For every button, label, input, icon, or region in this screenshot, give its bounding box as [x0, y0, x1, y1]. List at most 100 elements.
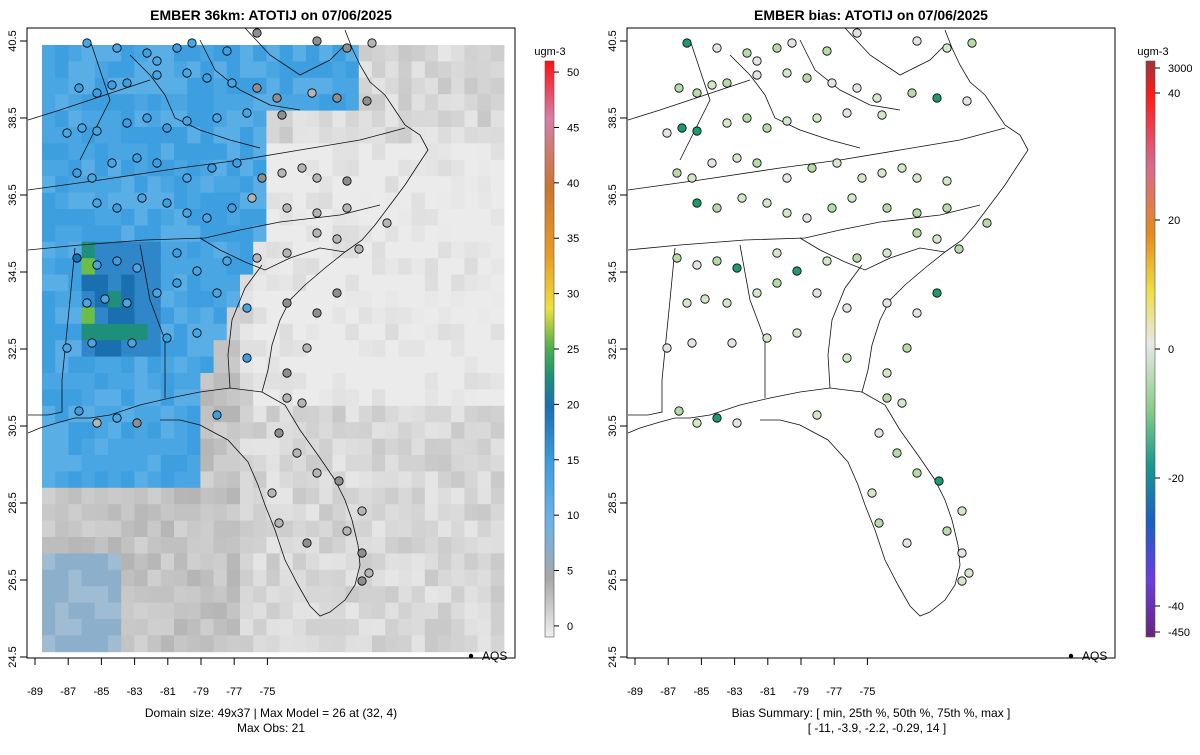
model-grid-cell — [358, 635, 373, 653]
model-grid-cell — [226, 471, 241, 489]
model-grid-cell — [94, 45, 109, 62]
model-grid-cell — [68, 438, 82, 456]
model-grid-cell — [292, 176, 307, 193]
model-grid-cell — [68, 274, 82, 292]
model-grid-cell — [411, 504, 426, 521]
model-grid-cell — [226, 356, 241, 374]
model-grid-cell — [292, 192, 307, 210]
model-grid-cell — [358, 192, 373, 210]
left-y-tick-label: 36.5 — [7, 184, 19, 205]
model-grid-cell — [398, 422, 412, 439]
model-grid-cell — [451, 61, 465, 79]
model-grid-cell — [438, 373, 452, 390]
model-grid-cell — [477, 586, 492, 603]
model-grid-cell — [108, 602, 122, 620]
obs-site-point — [307, 88, 317, 98]
left-colorbar-tick-label: 30 — [567, 289, 579, 301]
bias-site-point — [712, 203, 722, 213]
model-grid-cell — [266, 61, 280, 79]
model-grid-cell — [372, 537, 386, 554]
model-grid-cell — [134, 225, 148, 243]
model-grid-cell — [358, 291, 373, 308]
obs-site-point — [132, 418, 142, 428]
model-grid-cell — [306, 569, 320, 587]
model-grid-cell — [345, 356, 360, 374]
model-grid-cell — [411, 225, 426, 243]
model-grid-cell — [81, 569, 96, 587]
bias-site-point — [822, 46, 832, 56]
obs-site-point — [334, 476, 344, 486]
model-grid-cell — [94, 569, 109, 587]
model-grid-cell — [121, 356, 135, 374]
model-grid-cell — [279, 553, 294, 571]
model-grid-cell — [81, 487, 96, 505]
obs-site-point — [364, 568, 374, 578]
bias-site-point — [897, 163, 907, 173]
bias-site-point — [932, 288, 942, 298]
model-grid-cell — [319, 127, 333, 144]
model-grid-cell — [147, 225, 162, 243]
model-grid-cell — [42, 438, 56, 456]
model-grid-cell — [253, 537, 267, 554]
model-grid-cell — [174, 356, 188, 374]
model-grid-cell — [81, 323, 96, 341]
bias-site-point — [912, 173, 922, 183]
model-grid-cell — [358, 356, 373, 374]
left-x-tick-label: -85 — [93, 686, 109, 698]
model-grid-cell — [240, 291, 254, 308]
model-grid-cell — [121, 323, 135, 341]
bias-site-point — [982, 218, 992, 228]
model-grid-cell — [424, 307, 439, 325]
model-grid-cell — [438, 520, 452, 538]
model-grid-cell — [226, 537, 241, 554]
obs-site-point — [122, 298, 132, 308]
model-grid-cell — [424, 209, 439, 226]
model-grid-cell — [345, 405, 360, 423]
right-y-tick-label: 24.5 — [607, 646, 619, 667]
model-grid-cell — [292, 143, 307, 161]
model-grid-cell — [319, 274, 333, 292]
model-grid-cell — [398, 209, 412, 226]
model-grid-cell — [42, 635, 56, 653]
model-grid-cell — [279, 274, 294, 292]
obs-site-point — [100, 294, 110, 304]
model-grid-cell — [187, 225, 201, 243]
model-grid-cell — [451, 94, 465, 111]
obs-site-point — [132, 263, 142, 273]
model-grid-cell — [424, 61, 439, 79]
model-grid-cell — [200, 405, 214, 423]
right-footer-bias-label: Bias Summary: [ min, 25th %, 50th %, 75t… — [732, 706, 1011, 720]
model-grid-cell — [240, 159, 254, 177]
model-grid-cell — [332, 307, 346, 325]
model-grid-cell — [292, 127, 307, 144]
model-grid-cell — [385, 143, 399, 161]
model-grid-cell — [451, 389, 465, 407]
model-grid-cell — [490, 61, 505, 79]
obs-site-point — [222, 46, 232, 56]
model-grid-cell — [121, 159, 135, 177]
model-grid-cell — [411, 569, 426, 587]
left-colorbar-tick-label: 0 — [567, 621, 573, 633]
right-colorbar-tick-label: 3000 — [1168, 63, 1192, 75]
obs-site-point — [152, 288, 162, 298]
model-grid-cell — [121, 553, 135, 571]
model-grid-cell — [424, 389, 439, 407]
bias-site-point — [752, 56, 762, 66]
model-grid-cell — [279, 127, 294, 144]
model-grid-cell — [451, 159, 465, 177]
model-grid-cell — [226, 602, 241, 620]
atlantic-coastline — [344, 29, 406, 126]
model-grid-cell — [121, 422, 135, 439]
obs-site-point — [282, 393, 292, 403]
model-grid-cell — [134, 94, 148, 111]
model-grid-cell — [319, 61, 333, 79]
model-grid-cell — [108, 635, 122, 653]
model-grid-cell — [134, 438, 148, 456]
model-grid-cell — [477, 159, 492, 177]
model-grid-cell — [438, 61, 452, 79]
model-grid-cell — [266, 471, 280, 489]
model-grid-cell — [385, 455, 399, 472]
model-grid-cell — [160, 586, 175, 603]
bias-site-point — [752, 158, 762, 168]
model-grid-cell — [411, 61, 426, 79]
